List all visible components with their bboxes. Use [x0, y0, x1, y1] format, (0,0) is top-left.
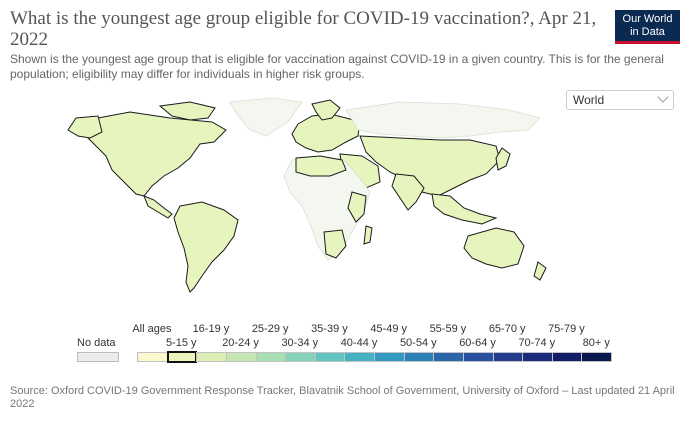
legend-label: 55-59 y: [429, 323, 467, 335]
legend-label: 80+ y: [582, 337, 610, 349]
legend-no-data-label: No data: [77, 337, 116, 349]
map-asia[interactable]: [359, 135, 501, 197]
legend-label: 30-34 y: [281, 337, 319, 349]
legend-swatch[interactable]: [551, 352, 583, 362]
legend-label: All ages: [132, 323, 172, 335]
world-map[interactable]: [40, 96, 560, 296]
legend-swatch[interactable]: [285, 352, 316, 362]
legend-swatch[interactable]: [522, 352, 553, 362]
legend-no-data-swatch[interactable]: [77, 352, 119, 362]
legend-label: 75-79 y: [548, 323, 585, 335]
legend-label: 35-39 y: [311, 323, 348, 335]
map-central-america[interactable]: [143, 195, 173, 219]
map-scandinavia[interactable]: [311, 99, 341, 121]
legend-swatch[interactable]: [492, 352, 524, 362]
region-select[interactable]: World: [566, 90, 674, 110]
map-russia[interactable]: [345, 101, 541, 139]
legend-label: 16-19 y: [192, 323, 230, 335]
legend-swatch[interactable]: [314, 352, 346, 362]
chart-subtitle: Shown is the youngest age group that is …: [10, 52, 664, 81]
owid-logo[interactable]: Our World in Data: [615, 10, 680, 44]
legend-swatch[interactable]: [137, 352, 168, 362]
map-southern-africa[interactable]: [323, 229, 347, 259]
legend-swatch[interactable]: [166, 351, 198, 363]
map-madagascar[interactable]: [363, 225, 373, 245]
chevron-down-icon: [657, 91, 669, 103]
legend-label: 45-49 y: [370, 323, 408, 335]
map-north-america[interactable]: [85, 111, 227, 197]
map-legend: No data All ages 5-15 y 16-19 y 20-24 y 25-2…: [0, 320, 690, 365]
map-india[interactable]: [391, 173, 425, 211]
map-new-zealand[interactable]: [533, 261, 547, 281]
legend-label: 50-54 y: [399, 337, 437, 349]
map-southeast-asia[interactable]: [431, 193, 498, 225]
map-north-africa[interactable]: [295, 155, 347, 177]
map-greenland[interactable]: [229, 97, 303, 137]
legend-swatch[interactable]: [225, 352, 257, 362]
map-australia[interactable]: [463, 227, 525, 269]
legend-swatch[interactable]: [433, 352, 464, 362]
map-alaska[interactable]: [67, 115, 103, 139]
legend-swatch[interactable]: [344, 352, 375, 362]
legend-label: 65-70 y: [488, 323, 526, 335]
chart-title: What is the youngest age group eligible …: [10, 8, 597, 50]
legend-label: 20-24 y: [222, 337, 259, 349]
map-japan[interactable]: [495, 147, 511, 171]
legend-label: 70-74 y: [518, 337, 556, 349]
legend-swatch[interactable]: [462, 352, 494, 362]
map-arctic-canada[interactable]: [158, 101, 216, 121]
source-note: Source: Oxford COVID-19 Government Respo…: [10, 385, 675, 410]
legend-swatch[interactable]: [374, 352, 405, 362]
region-select-value: World: [573, 93, 605, 107]
legend-label: 60-64 y: [459, 337, 496, 349]
legend-label: 25-29 y: [251, 323, 289, 335]
map-east-africa[interactable]: [347, 191, 367, 223]
logo-line-2: in Data: [630, 26, 665, 38]
legend-label: 5-15 y: [165, 337, 197, 349]
legend-swatch[interactable]: [581, 352, 612, 362]
legend-swatch[interactable]: [255, 352, 287, 362]
logo-line-1: Our World: [622, 13, 673, 25]
map-south-america[interactable]: [173, 201, 239, 293]
legend-swatch[interactable]: [196, 352, 227, 362]
legend-label: 40-44 y: [340, 337, 378, 349]
legend-swatch[interactable]: [403, 352, 435, 362]
